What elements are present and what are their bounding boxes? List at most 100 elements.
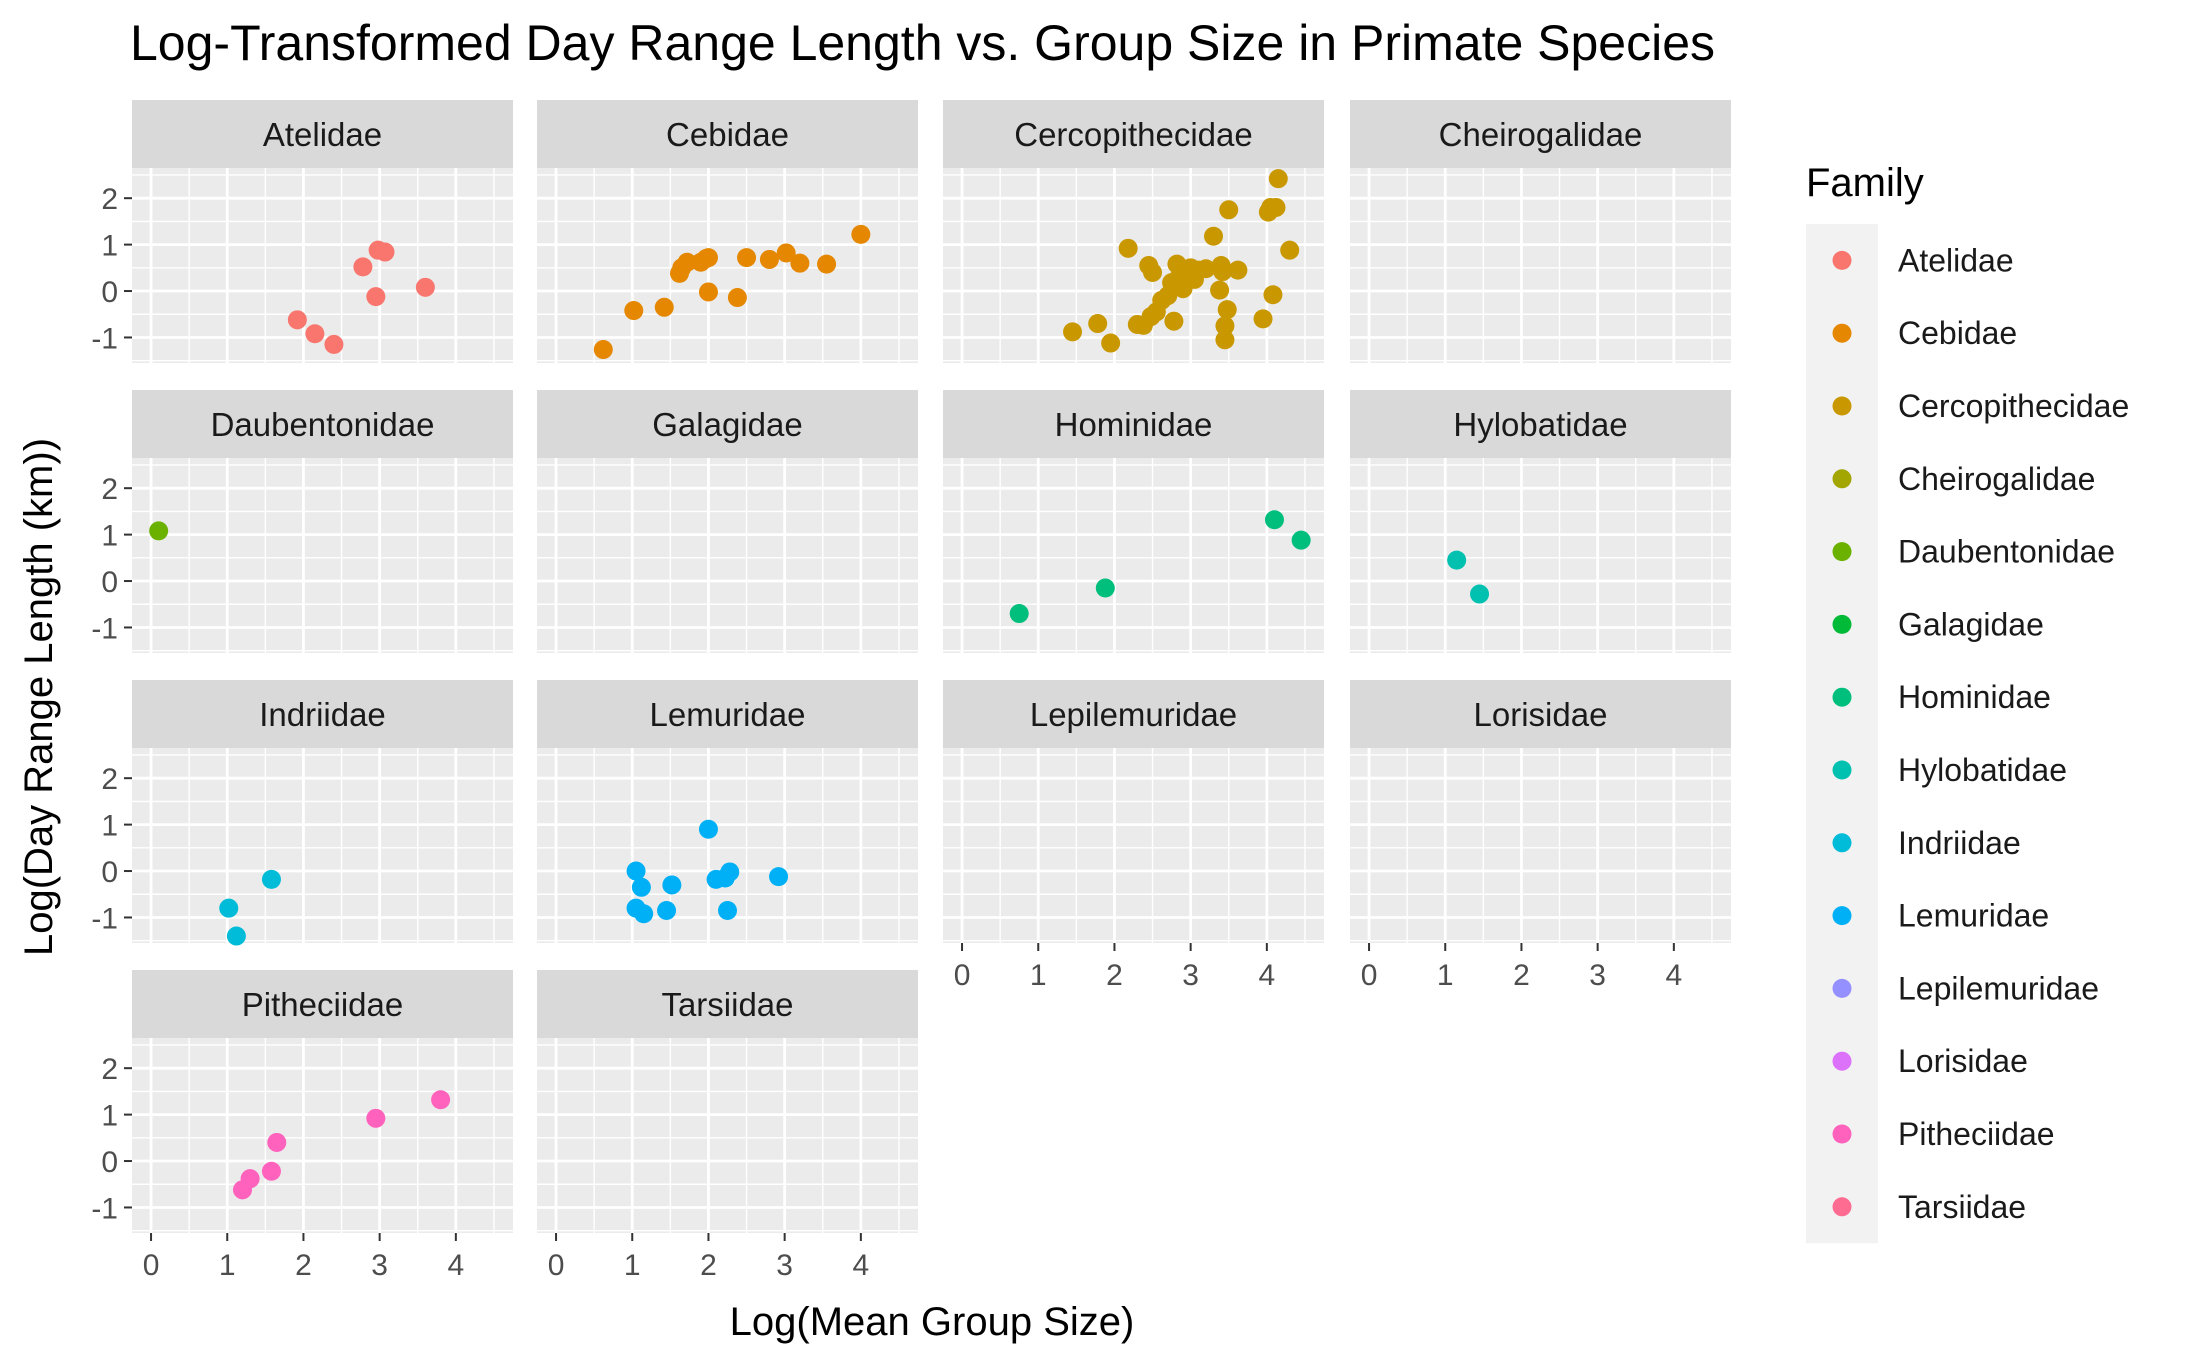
legend-label: Lemuridae [1898,898,2049,934]
data-point [790,253,810,273]
panel-background [1350,748,1731,943]
facet-strip-label: Hylobatidae [1453,406,1627,443]
x-tick-label: 1 [219,1249,236,1282]
data-point [1280,240,1300,260]
data-point [1143,262,1163,282]
x-tick-label: 0 [548,1249,565,1282]
data-point [1228,260,1248,280]
legend-label: Cercopithecidae [1898,388,2129,424]
data-point [1291,530,1311,550]
facet-panel-galagidae: Galagidae [537,390,918,653]
data-point [1101,333,1121,353]
data-point [1268,169,1288,189]
data-point [1215,316,1235,336]
data-point [1470,584,1490,604]
legend-key [1832,1124,1852,1144]
legend-item: Indriidae [1832,825,2021,861]
x-tick-label: 0 [143,1249,160,1282]
panel-background [943,458,1324,653]
x-tick-label: 4 [1666,959,1683,992]
x-tick-label: 1 [1437,959,1454,992]
facet-strip [1350,100,1731,168]
data-point [1263,285,1283,305]
data-point [261,869,281,889]
facet-strip [132,680,513,748]
legend-key [1832,1197,1852,1217]
legend-item: Daubentonidae [1832,534,2115,570]
facet-strip [1350,390,1731,458]
data-point [366,1108,386,1128]
legend-key [1832,1051,1852,1071]
facet-strip [943,100,1324,168]
data-point [1196,259,1216,279]
panel-background [537,458,918,653]
data-point [759,249,779,269]
facet-panel-tarsiidae: Tarsiidae 0 1 2 3 4 [537,970,918,1282]
data-point [1009,604,1029,624]
data-point [631,877,651,897]
data-point [718,901,737,920]
y-tick-label: -1 [91,902,118,935]
facet-strip-label: Lepilemuridae [1030,696,1237,733]
facet-strip-label: Cheirogalidae [1439,116,1643,153]
facet-strip-label: Hominidae [1055,406,1213,443]
data-point [1095,578,1115,598]
panel-background [132,458,513,653]
x-tick-label: 3 [1182,959,1199,992]
y-tick-label: -1 [91,612,118,645]
data-point [415,277,435,297]
legend-label: Atelidae [1898,242,2014,278]
x-tick-label: 4 [1259,959,1276,992]
data-point [698,282,718,302]
x-tick-label: 2 [1106,959,1123,992]
legend-label: Tarsiidae [1898,1189,2026,1225]
chart-title: Log-Transformed Day Range Length vs. Gro… [130,15,1715,71]
panel-background [537,168,918,363]
y-axis-title: Log(Day Range Length (km)) [17,438,61,956]
data-point [776,243,796,263]
data-point [817,254,837,274]
x-tick-label: 3 [776,1249,793,1282]
panel-background [537,1038,918,1233]
facet-strip-label: Daubentonidae [211,406,435,443]
panel-background [943,748,1324,943]
data-point [1213,262,1233,282]
facet-strip-label: Galagidae [652,406,802,443]
facet-strip [132,100,513,168]
data-point [219,898,239,918]
data-point [662,875,682,895]
facet-strip-label: Cercopithecidae [1014,116,1252,153]
data-point [720,862,740,882]
y-tick-label: 2 [101,763,118,796]
facet-panel-indriidae: Indriidae -1 0 1 2 [91,680,513,946]
y-tick-label: 1 [101,1100,118,1133]
legend-item: Lepilemuridae [1832,970,2099,1006]
legend-label: Pitheciidae [1898,1116,2055,1152]
y-tick-label: 1 [101,520,118,553]
facet-strip-label: Lemuridae [650,696,806,733]
data-point [634,904,654,924]
facet-strip-label: Pitheciidae [242,986,403,1023]
panel-background [1350,168,1731,363]
facet-strip [537,100,918,168]
data-point [851,224,871,244]
y-tick-label: 2 [101,473,118,506]
x-tick-label: 0 [954,959,971,992]
panel-background [132,748,513,943]
data-point [1215,330,1235,350]
facet-panel-hominidae: Hominidae [943,390,1324,653]
legend-key [1832,323,1852,343]
data-point [1447,550,1467,570]
x-tick-label: 4 [853,1249,870,1282]
x-tick-label: 1 [1030,959,1047,992]
data-point [657,901,677,920]
legend-label: Hominidae [1898,679,2051,715]
legend-key [1832,687,1852,707]
data-point [698,819,718,839]
data-point [1118,238,1138,258]
facet-strip [1350,680,1731,748]
data-point [677,252,697,272]
data-point [353,257,373,277]
data-point [626,861,646,881]
